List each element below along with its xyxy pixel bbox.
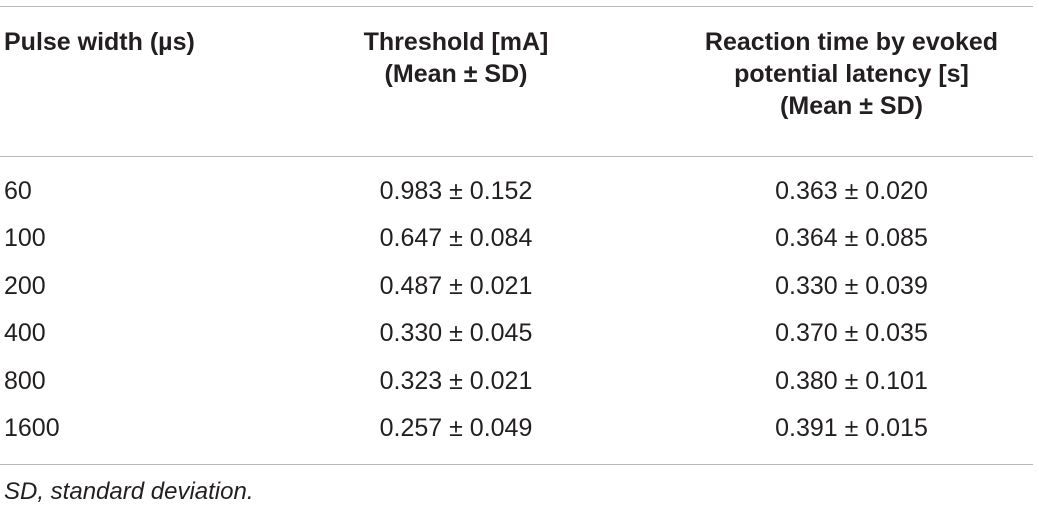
pulse-width-cell: 1600 — [4, 413, 60, 442]
table-bottom-rule — [0, 464, 1033, 465]
table-row: 800 0.323 ± 0.021 0.380 ± 0.101 — [0, 358, 1039, 405]
reaction-time-cell: 0.370 ± 0.035 — [775, 319, 928, 348]
table-row: 200 0.487 ± 0.021 0.330 ± 0.039 — [0, 263, 1039, 310]
threshold-cell: 0.647 ± 0.084 — [379, 224, 533, 253]
header-divider-rule — [0, 156, 1033, 157]
header-reaction-time-line-2: potential latency [s] — [734, 60, 969, 88]
pulse-width-cell: 400 — [4, 319, 46, 348]
reaction-time-cell: 0.363 ± 0.020 — [775, 177, 928, 205]
header-threshold-line-2: (Mean ± SD) — [384, 60, 528, 88]
threshold-cell: 0.487 ± 0.021 — [379, 271, 533, 300]
table-row: 60 0.983 ± 0.152 0.363 ± 0.020 — [0, 168, 1039, 215]
reaction-time-cell: 0.364 ± 0.085 — [775, 224, 928, 253]
table-row: 400 0.330 ± 0.045 0.370 ± 0.035 — [0, 310, 1039, 357]
header-pulse-width: Pulse width (µs) — [4, 26, 195, 58]
table-body: 60 0.983 ± 0.152 0.363 ± 0.020 100 0.647… — [0, 168, 1039, 452]
table-row: 1600 0.257 ± 0.049 0.391 ± 0.015 — [0, 405, 1039, 452]
pulse-width-cell: 200 — [4, 271, 46, 300]
reaction-time-cell: 0.391 ± 0.015 — [775, 413, 928, 442]
pulse-width-cell: 800 — [4, 366, 46, 395]
table-footnote: SD, standard deviation. — [4, 478, 254, 505]
threshold-cell: 0.983 ± 0.152 — [379, 177, 533, 205]
threshold-cell: 0.323 ± 0.021 — [379, 366, 533, 395]
threshold-cell: 0.257 ± 0.049 — [379, 413, 533, 442]
header-pulse-width-text: Pulse width (µs) — [4, 28, 195, 56]
header-threshold-line-1: Threshold [mA] — [363, 28, 549, 56]
header-reaction-time-line-3: (Mean ± SD) — [780, 92, 923, 120]
header-reaction-time: Reaction time by evoked potential latenc… — [650, 26, 1039, 122]
threshold-cell: 0.330 ± 0.045 — [379, 319, 533, 348]
reaction-time-cell: 0.380 ± 0.101 — [775, 366, 928, 395]
pulse-width-cell: 100 — [4, 224, 46, 253]
header-reaction-time-line-1: Reaction time by evoked — [704, 28, 999, 56]
table-row: 100 0.647 ± 0.084 0.364 ± 0.085 — [0, 215, 1039, 262]
reaction-time-cell: 0.330 ± 0.039 — [775, 271, 928, 300]
pulse-width-cell: 60 — [4, 177, 32, 205]
header-threshold: Threshold [mA] (Mean ± SD) — [300, 26, 612, 90]
table-top-rule — [0, 6, 1033, 7]
